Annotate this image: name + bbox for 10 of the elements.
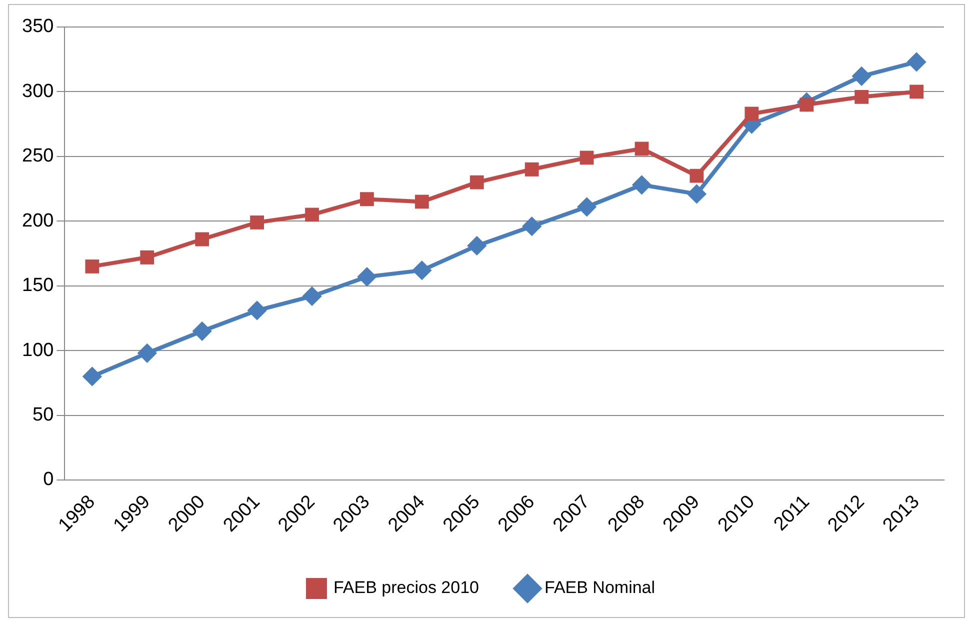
y-tick-label: 300 (22, 80, 54, 102)
y-tick-label: 250 (22, 146, 54, 167)
y-tick-label: 100 (22, 340, 54, 361)
legend-label: FAEB precios 2010 (333, 578, 479, 598)
y-tick-label: 350 (22, 16, 54, 38)
y-tick-label: 0 (43, 469, 54, 490)
y-tick-label: 50 (32, 404, 54, 426)
legend-label: FAEB Nominal (544, 578, 656, 598)
y-tick-label: 200 (22, 210, 54, 232)
y-tick-label: 150 (22, 275, 54, 296)
